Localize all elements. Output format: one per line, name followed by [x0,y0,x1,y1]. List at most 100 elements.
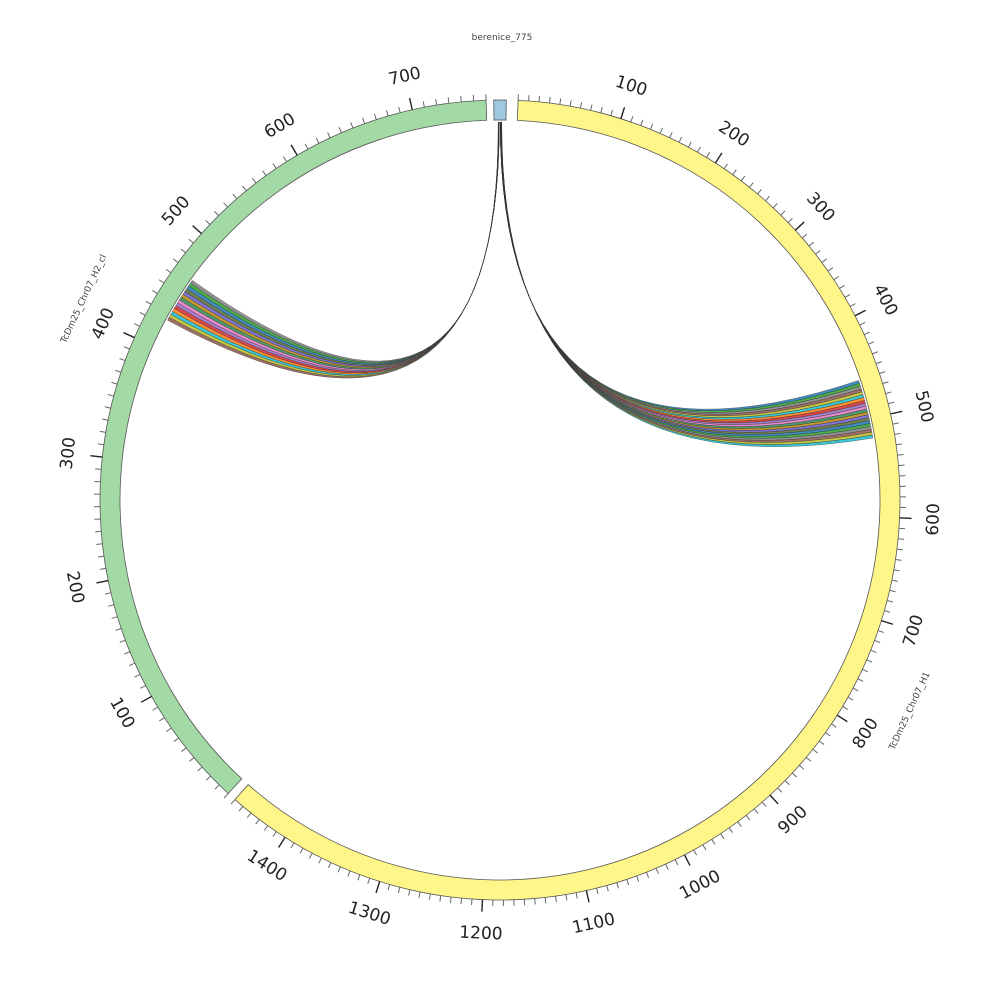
minor-tick [600,106,603,114]
chromosome-arcs [99,99,901,901]
tick-label: 600 [261,109,299,143]
minor-tick [765,195,770,202]
minor-tick [874,639,881,643]
minor-tick [555,896,557,903]
minor-tick [590,104,593,111]
minor-tick [299,847,304,854]
minor-tick [129,662,135,667]
minor-tick [398,106,401,113]
minor-tick [246,812,252,819]
minor-tick [895,559,902,561]
minor-tick [140,685,146,689]
tick-label: 100 [105,694,138,732]
tick-label: 1300 [346,898,393,930]
minor-tick [318,857,322,864]
major-tick [90,455,103,458]
minor-tick [711,839,716,845]
minor-tick [801,233,808,239]
tick-label: 1100 [570,909,617,938]
minor-tick [439,895,442,902]
minor-tick [569,100,572,107]
minor-tick [119,358,126,362]
minor-tick [737,821,742,827]
minor-tick [777,787,783,793]
minor-tick [102,418,109,421]
major-tick [481,899,484,912]
minor-tick [896,443,903,446]
minor-tick [534,898,536,905]
minor-tick [784,780,790,786]
minor-tick [877,630,884,633]
minor-tick [831,723,837,728]
minor-tick [815,250,821,255]
minor-tick [548,97,551,104]
minor-tick [387,884,391,891]
minor-tick [808,241,814,247]
minor-tick [888,401,895,405]
tick-label: 400 [88,305,119,343]
minor-tick [115,369,122,373]
minor-tick [165,268,172,274]
minor-tick [158,279,165,284]
minor-tick [357,874,361,881]
minor-tick [697,146,701,153]
minor-tick [373,113,377,120]
minor-tick [262,170,267,176]
minor-tick [842,705,849,710]
minor-tick [97,443,104,446]
minor-tick [223,202,228,208]
tick-label: 1200 [459,923,503,945]
minor-tick [669,132,673,138]
minor-tick [449,896,452,904]
minor-tick [447,97,450,104]
minor-tick [898,464,905,467]
minor-tick [338,127,342,133]
minor-tick [290,842,295,849]
tick-label: 500 [911,389,938,425]
minor-tick [753,808,759,814]
minor-tick [242,185,247,192]
minor-tick [315,137,320,144]
minor-tick [422,101,425,108]
minor-tick [214,784,220,790]
link-ribbon [172,121,500,375]
minor-tick [872,351,879,355]
minor-tick [640,119,644,126]
major-tick [890,410,903,415]
minor-tick [887,600,894,603]
minor-tick [665,863,669,870]
minor-tick [327,862,332,869]
minor-tick [745,815,751,821]
minor-tick [544,897,547,904]
minor-tick [799,764,805,770]
minor-tick [205,775,211,781]
minor-tick [706,152,711,158]
minor-tick [868,341,875,345]
major-tick [408,97,413,110]
minor-tick [857,678,864,682]
minor-tick [172,258,179,263]
tick-label: 300 [802,188,839,225]
minor-tick [99,430,106,433]
minor-tick [893,569,900,572]
minor-tick [559,98,562,105]
minor-tick [879,371,886,375]
major-tick [192,225,203,235]
minor-tick [596,888,599,895]
minor-tick [898,538,905,540]
minor-tick [96,543,103,545]
minor-tick [875,361,882,365]
minor-tick [197,766,203,772]
minor-tick [362,117,366,124]
minor-tick [263,825,269,831]
minor-tick [882,381,889,384]
minor-tick [134,323,140,327]
minor-tick [852,687,859,692]
minor-tick [812,748,818,754]
minor-tick [780,210,786,216]
chromosome-arc-0 [493,99,507,121]
minor-tick [579,102,583,109]
chromosome-arc-1 [234,99,901,901]
minor-tick [897,453,904,456]
major-tick [769,794,779,805]
